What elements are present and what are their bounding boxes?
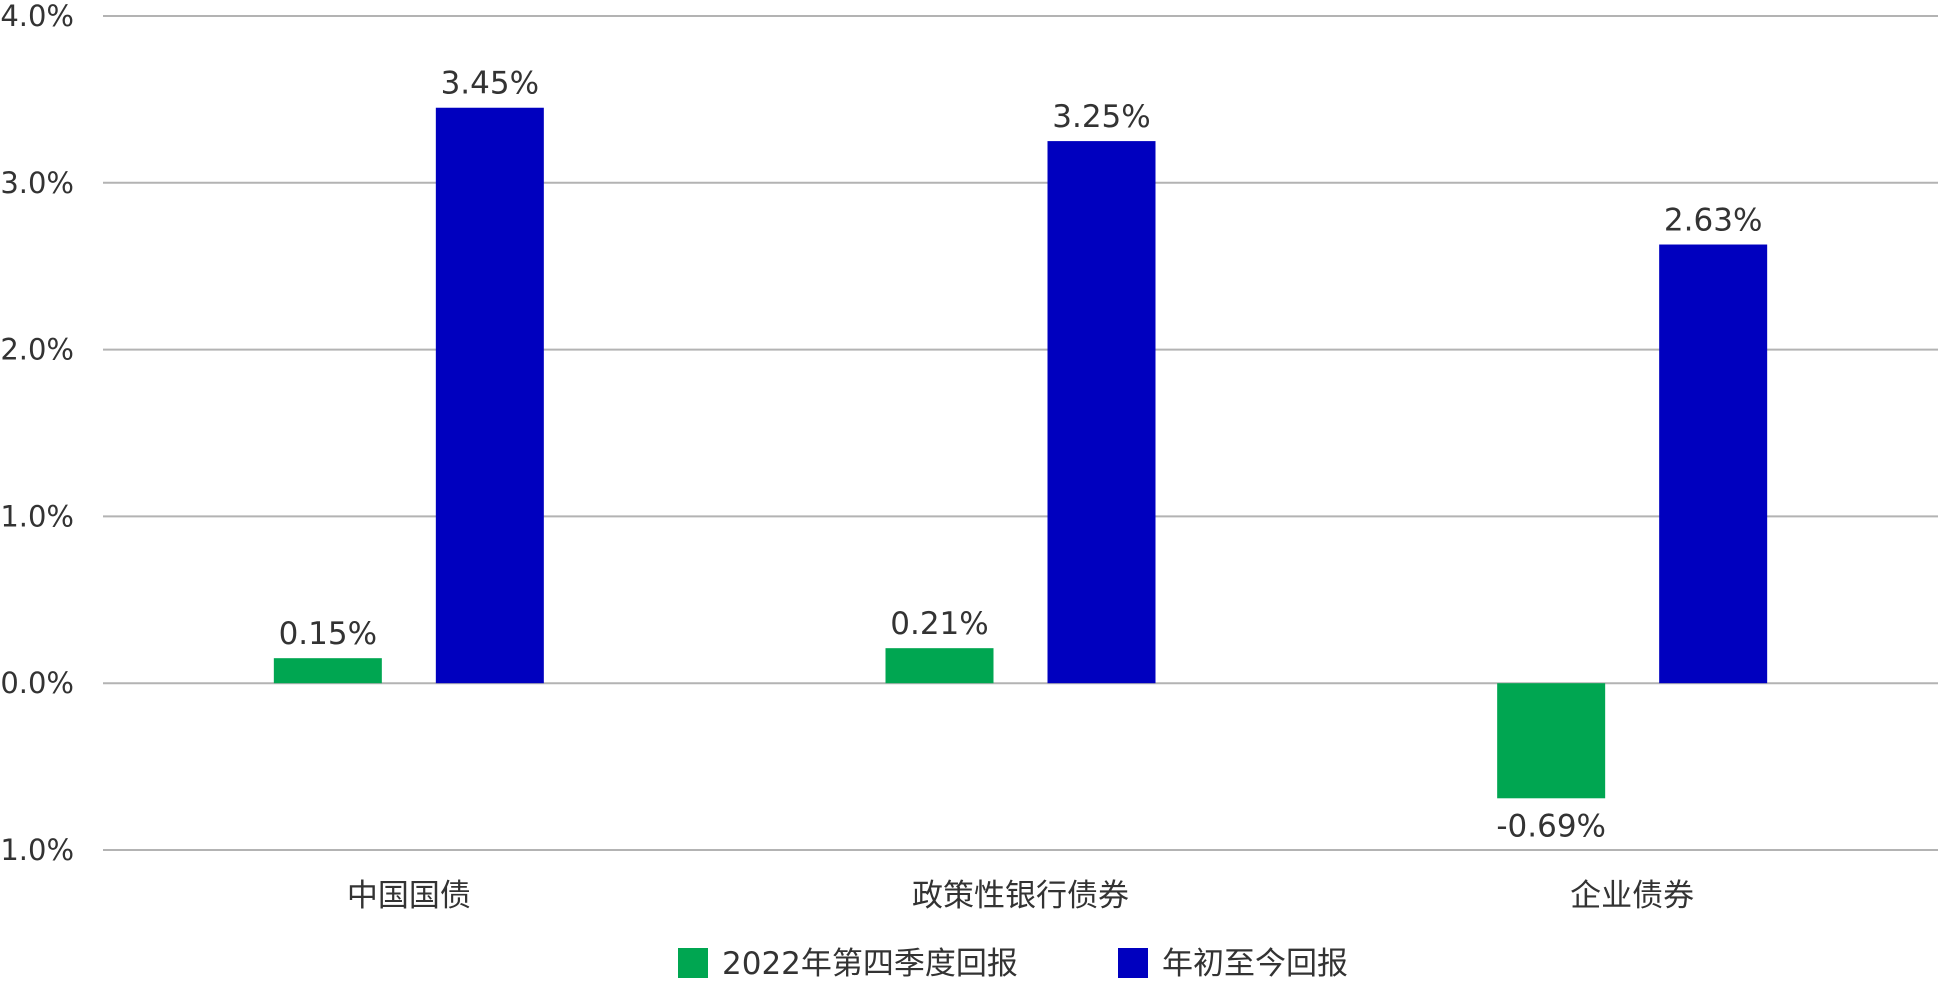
legend: 2022年第四季度回报 年初至今回报 [678, 946, 1348, 982]
data-label: 2.63% [1664, 203, 1762, 239]
y-tick-label: 0.0% [0, 666, 74, 700]
legend-swatch-q4 [678, 948, 708, 978]
y-tick-label: 1.0% [0, 499, 74, 533]
bar-q4-1 [885, 648, 994, 684]
legend-label: 2022年第四季度回报 [722, 946, 1018, 982]
y-axis-ticks: -1.0% 0.0% 1.0% 2.0% 3.0% 4.0% [0, 0, 74, 867]
x-axis-categories: 中国国债 政策性银行债券 企业债券 [347, 878, 1694, 914]
y-tick-label: 4.0% [0, 0, 74, 33]
legend-label: 年初至今回报 [1162, 946, 1348, 982]
legend-swatch-ytd [1118, 948, 1148, 978]
y-tick-label: -1.0% [0, 833, 74, 867]
x-category-label: 中国国债 [347, 878, 471, 914]
bar-ytd-1 [1047, 141, 1156, 684]
x-category-label: 企业债券 [1570, 878, 1694, 914]
bar-q4-0 [273, 658, 382, 684]
y-tick-label: 2.0% [0, 333, 74, 367]
bar-q4-2 [1497, 683, 1606, 799]
data-label: 3.25% [1052, 99, 1150, 135]
bar-ytd-0 [435, 107, 544, 684]
data-label: 0.21% [890, 606, 988, 642]
bar-ytd-2 [1659, 244, 1768, 684]
data-labels: 0.15% 3.45% 0.21% 3.25% -0.69% 2.63% [279, 66, 1763, 845]
gridlines [103, 15, 1938, 851]
bars [273, 107, 1768, 799]
x-category-label: 政策性银行债券 [912, 878, 1129, 914]
data-label: 0.15% [279, 616, 377, 652]
data-label: -0.69% [1496, 808, 1606, 844]
y-tick-label: 3.0% [0, 166, 74, 200]
data-label: 3.45% [441, 66, 539, 102]
